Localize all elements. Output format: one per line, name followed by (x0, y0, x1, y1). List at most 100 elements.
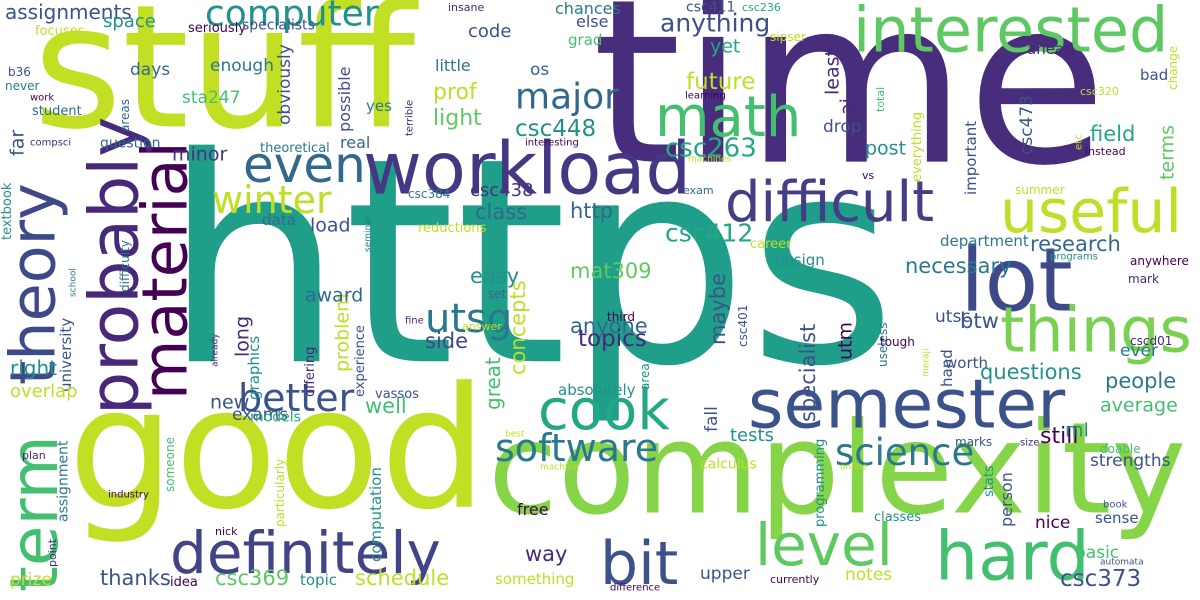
word: compsci (30, 137, 71, 148)
word: future (686, 69, 755, 95)
word: difficult (725, 170, 934, 235)
word: csc263 (665, 133, 757, 163)
word: nick (215, 525, 238, 538)
word: specialists (242, 18, 315, 34)
word: basic (1075, 543, 1119, 563)
word: free (517, 500, 549, 519)
word: probably (76, 117, 155, 415)
word: http (570, 199, 613, 223)
word: concepts (506, 280, 530, 375)
word: question (100, 136, 160, 152)
word: seriously (188, 21, 246, 36)
word: insane (448, 1, 484, 14)
word: minor (172, 144, 227, 166)
word: difference (610, 582, 660, 593)
word: load (310, 215, 351, 237)
word: university (57, 318, 75, 392)
word: important (962, 121, 980, 195)
word: lot (960, 229, 1073, 332)
word: csc473 (1017, 95, 1037, 155)
word: already (211, 333, 221, 367)
word: term (0, 435, 73, 592)
word: instead (1085, 145, 1126, 158)
word: sense (1095, 509, 1139, 527)
word: days (130, 60, 170, 80)
word: specialist (796, 324, 820, 422)
word: programs (1050, 251, 1098, 262)
word: theory (0, 183, 69, 385)
word: department (940, 232, 1029, 250)
word: etc (1073, 134, 1084, 150)
word: calculus (700, 457, 757, 473)
word: data (262, 211, 296, 229)
word: summer (1015, 183, 1065, 197)
word: someone (163, 437, 177, 492)
word: well (365, 394, 407, 418)
word: utm (835, 322, 857, 360)
word: total (874, 87, 887, 112)
word: mark (1128, 272, 1159, 286)
word: csc369 (215, 566, 289, 590)
word: prize (10, 570, 52, 590)
word: something (495, 570, 574, 588)
word: interested (853, 0, 1168, 66)
word: code (468, 21, 511, 42)
word: new (210, 392, 249, 414)
word: semester (748, 366, 1065, 445)
word: award (305, 285, 363, 307)
word: industry (108, 489, 149, 500)
word: absolutely (558, 381, 636, 399)
word: complexity (488, 394, 1186, 542)
word: chances (555, 0, 621, 18)
word: areas (118, 99, 132, 132)
word: programming (813, 439, 828, 527)
word: machines (688, 155, 732, 165)
word: best (505, 430, 525, 440)
word: point (46, 538, 59, 567)
word: topic (300, 571, 337, 589)
word: everything (910, 112, 925, 182)
word: experience (353, 325, 368, 397)
word: csc412 (665, 218, 753, 247)
word: problem (332, 293, 354, 372)
word: things (1000, 293, 1192, 366)
word: csc448 (515, 116, 596, 142)
word: theoretical (260, 141, 330, 156)
word: csc401 (736, 305, 750, 347)
word: exams (232, 405, 288, 425)
word: maybe (706, 273, 730, 345)
word: notes (845, 565, 892, 585)
word: doable (1100, 442, 1141, 456)
word: focuses (35, 24, 85, 39)
word: obviously (275, 44, 295, 125)
word: area (638, 363, 652, 390)
word: questions (980, 360, 1082, 384)
word: never (5, 79, 39, 93)
word: real (340, 133, 370, 152)
word: space (103, 11, 156, 32)
word: average (1100, 395, 1178, 417)
word: useful (1000, 177, 1182, 247)
word: machine (540, 463, 579, 473)
word: csc384 (408, 187, 450, 201)
word: even (243, 136, 366, 194)
word: anyone (570, 314, 648, 338)
word: upper (700, 564, 750, 584)
word: person (997, 472, 1016, 527)
word: far (7, 130, 29, 156)
word: tough (880, 335, 915, 349)
word: reductions (418, 221, 487, 236)
word: textbook (0, 182, 15, 240)
word: yet (710, 36, 740, 58)
word: sta247 (182, 88, 240, 108)
word: csc438 (470, 180, 534, 201)
word: particularly (273, 459, 287, 527)
word: post (865, 138, 906, 160)
word: necessary (905, 254, 1012, 278)
word: workload (363, 127, 691, 211)
word: nice (1035, 513, 1070, 533)
word: utsg (425, 296, 512, 342)
word: yes (366, 97, 392, 115)
word: computer (205, 0, 379, 35)
